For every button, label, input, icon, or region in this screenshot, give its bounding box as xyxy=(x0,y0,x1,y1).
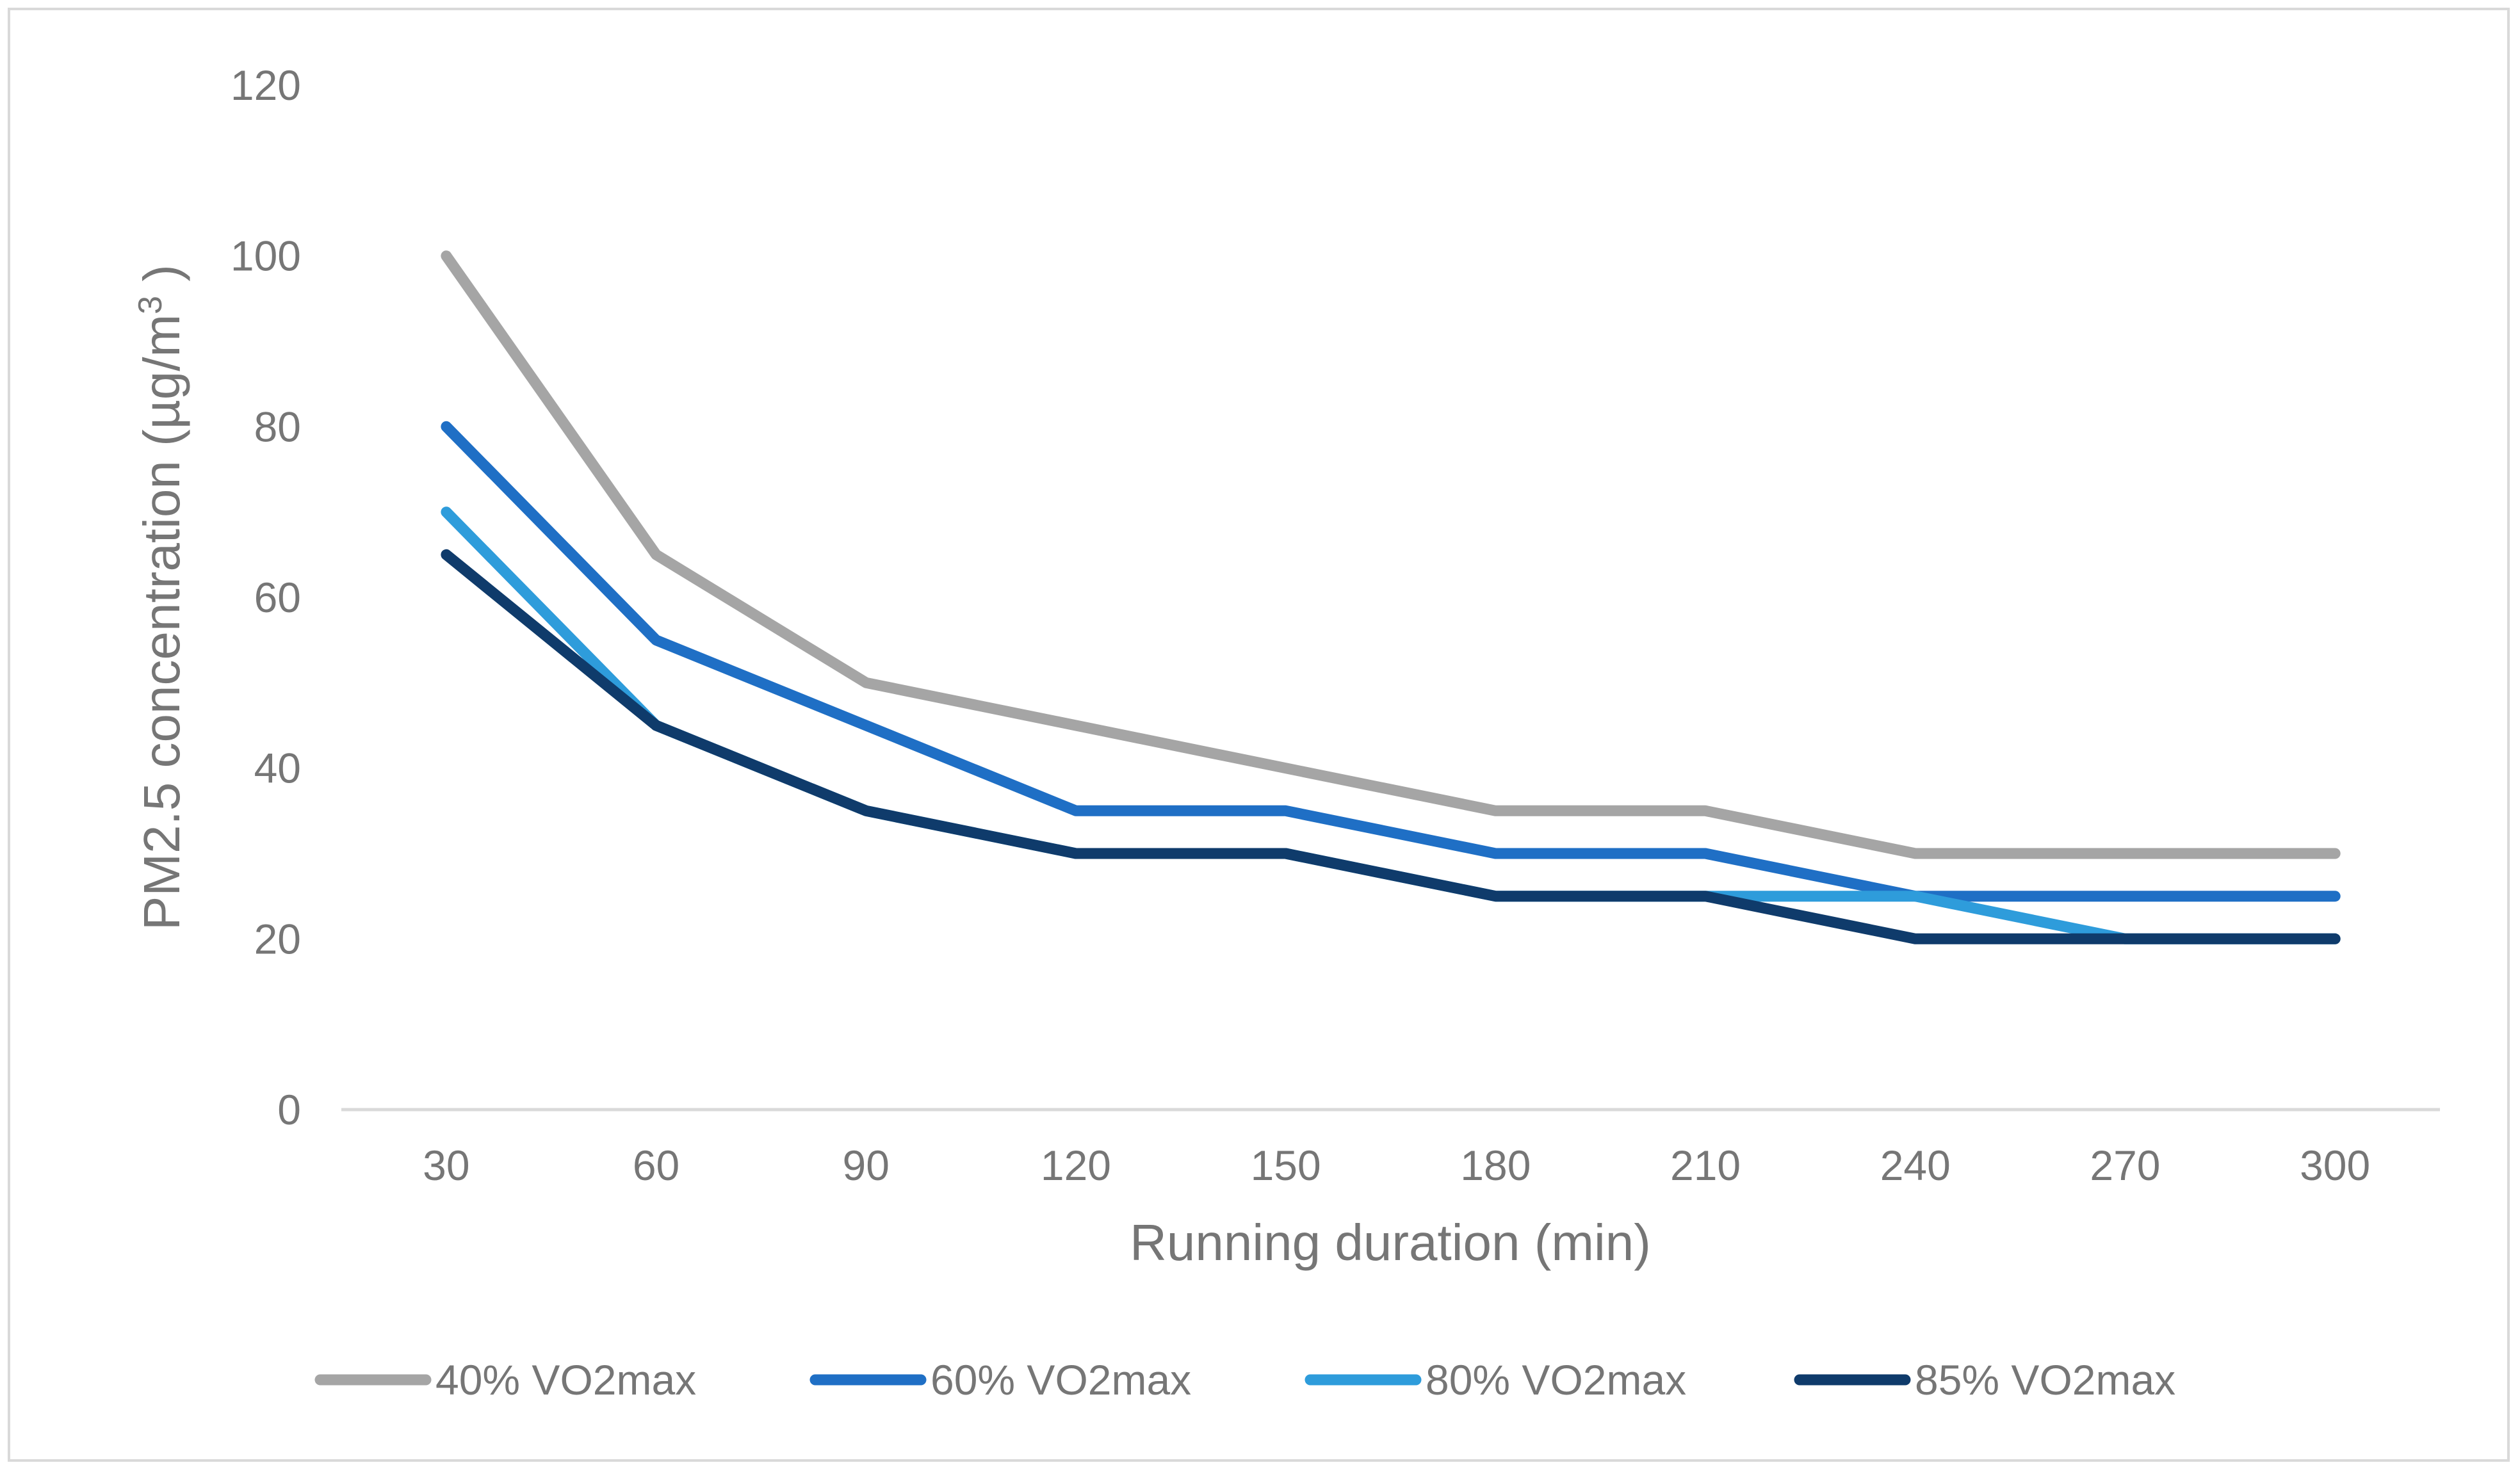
x-tick-label: 270 xyxy=(2090,1142,2160,1189)
series-line-2 xyxy=(441,421,2341,902)
series-lines xyxy=(441,250,2341,944)
x-tick-label: 210 xyxy=(1670,1142,1741,1189)
legend-label-2: 60% VO2max xyxy=(931,1356,1191,1403)
x-tick-label: 120 xyxy=(1041,1142,1111,1189)
legend-label-4: 85% VO2max xyxy=(1915,1356,2175,1403)
series-line-1 xyxy=(441,250,2341,859)
y-tick-label: 120 xyxy=(231,61,301,109)
y-tick-label: 20 xyxy=(254,915,301,962)
y-tick-label: 60 xyxy=(254,574,301,621)
y-tick-label: 80 xyxy=(254,403,301,450)
x-tick-label: 60 xyxy=(633,1142,679,1189)
y-axis-title-main: PM2.5 concentration (µg/m xyxy=(133,314,190,930)
x-tick-label: 180 xyxy=(1460,1142,1531,1189)
y-axis-title-superscript: 3 xyxy=(132,296,169,314)
x-axis-title: Running duration (min) xyxy=(1130,1214,1651,1271)
y-axis-title: PM2.5 concentration (µg/m3 ) xyxy=(132,264,190,930)
x-tick-label: 240 xyxy=(1880,1142,1951,1189)
chart-frame xyxy=(8,8,2510,1462)
y-axis-title-close: ) xyxy=(133,264,190,296)
x-tick-label: 90 xyxy=(843,1142,890,1189)
x-tick-label: 30 xyxy=(423,1142,469,1189)
y-tick-label: 0 xyxy=(277,1086,301,1133)
y-tick-labels: 0 20 40 60 80 100 120 xyxy=(231,61,301,1133)
x-tick-label: 300 xyxy=(2300,1142,2370,1189)
x-tick-label: 150 xyxy=(1251,1142,1321,1189)
legend-label-3: 80% VO2max xyxy=(1426,1356,1686,1403)
legend: 40% VO2max 60% VO2max 80% VO2max 85% VO2max xyxy=(314,1356,2175,1403)
legend-label-1: 40% VO2max xyxy=(435,1356,696,1403)
series-line-4 xyxy=(441,549,2341,944)
x-tick-labels: 30 60 90 120 150 180 210 240 270 300 xyxy=(423,1142,2370,1189)
y-tick-label: 40 xyxy=(254,745,301,792)
y-tick-label: 100 xyxy=(231,232,301,280)
